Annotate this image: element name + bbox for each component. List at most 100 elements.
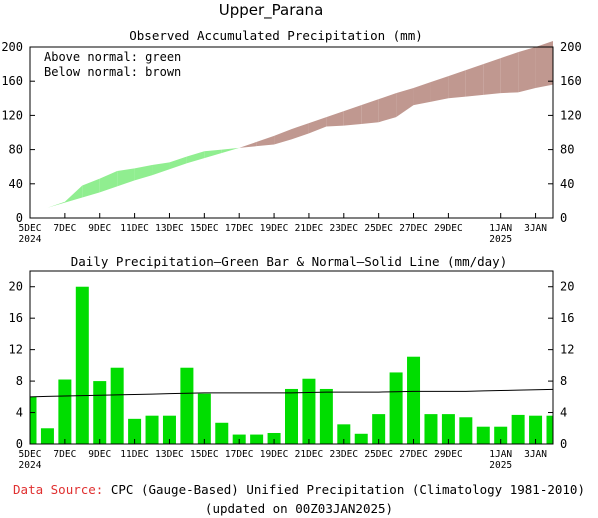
- updated-line: (updated on 00Z03JAN2025): [204, 501, 394, 516]
- y-tick-label-left: 160: [1, 74, 23, 88]
- x-tick-label: 11DEC: [120, 449, 149, 460]
- below-normal-area: [256, 135, 275, 147]
- x-tick-label: 27DEC: [399, 223, 428, 234]
- daily-precip-bar: [459, 417, 473, 444]
- above-normal-area: [99, 170, 118, 193]
- x-tick-label: 23DEC: [329, 449, 358, 460]
- y-tick-label-left: 0: [16, 437, 23, 451]
- daily-precip-bar: [494, 426, 508, 444]
- x-tick-year-label: 2024: [19, 234, 42, 245]
- y-tick-label-left: 4: [16, 406, 23, 420]
- x-tick-label: 25DEC: [364, 223, 393, 234]
- above-normal-area: [186, 151, 205, 164]
- below-normal-area: [343, 105, 362, 126]
- above-normal-area: [64, 185, 83, 203]
- y-tick-label-left: 80: [9, 143, 23, 157]
- daily-precip-bar: [197, 393, 211, 444]
- daily-plot-frame: [29, 270, 554, 445]
- daily-precip-bar: [424, 414, 438, 444]
- below-normal-area: [396, 88, 414, 118]
- above-normal-area: [152, 162, 170, 176]
- below-normal-area: [239, 141, 257, 148]
- daily-precip-bar: [511, 414, 525, 444]
- daily-precip-bar: [162, 415, 176, 444]
- below-normal-area: [308, 117, 327, 134]
- above-normal-area: [169, 156, 187, 170]
- daily-precip-bar: [441, 414, 455, 444]
- y-tick-label-left: 0: [16, 211, 23, 225]
- y-tick-label-left: 120: [1, 108, 23, 122]
- x-tick-label: 9DEC: [88, 223, 111, 234]
- daily-chart-title: Daily Precipitation—Green Bar & Normal—S…: [71, 254, 508, 269]
- below-normal-area: [518, 47, 536, 93]
- y-tick-label-right: 160: [560, 74, 582, 88]
- daily-precip-bar: [529, 415, 543, 444]
- daily-precip-bar: [110, 367, 124, 444]
- y-tick-label-left: 20: [9, 280, 23, 294]
- daily-precip-bar: [128, 418, 142, 444]
- above-normal-area: [82, 178, 100, 198]
- above-normal-area: [47, 201, 65, 208]
- below-normal-area: [500, 52, 519, 94]
- y-tick-label-left: 12: [9, 343, 23, 357]
- x-tick-label: 15DEC: [190, 449, 219, 460]
- below-normal-area: [465, 64, 484, 97]
- daily-precip-bar: [389, 372, 403, 444]
- x-tick-label: 1JAN: [489, 449, 512, 460]
- x-tick-label: 21DEC: [295, 449, 324, 460]
- daily-precip-bar: [180, 367, 194, 444]
- x-tick-label: 19DEC: [260, 449, 289, 460]
- daily-precip-bar: [267, 432, 281, 444]
- above-normal-area: [30, 207, 48, 213]
- x-tick-label: 1JAN: [489, 223, 512, 234]
- accum-plot-frame: [29, 46, 554, 219]
- normal-precip-line: [29, 388, 554, 398]
- x-tick-label: 9DEC: [88, 449, 111, 460]
- daily-precip-bar: [30, 396, 37, 444]
- daily-normal-line: [29, 388, 554, 398]
- y-tick-label-right: 120: [560, 108, 582, 122]
- below-normal-area: [291, 123, 309, 140]
- y-tick-label-right: 40: [560, 177, 574, 191]
- daily-precip-bar: [372, 414, 386, 444]
- above-normal-area: [221, 147, 240, 154]
- x-tick-label: 5DEC: [19, 223, 42, 234]
- y-tick-label-left: 16: [9, 311, 23, 325]
- accum-chart-title: Observed Accumulated Precipitation (mm): [129, 28, 423, 43]
- daily-precip-bar: [285, 388, 298, 444]
- x-tick-year-label: 2025: [489, 460, 512, 471]
- data-source-line: Data Source: CPC (Gauge-Based) Unified P…: [0, 482, 598, 497]
- legend-below-normal: Below normal: brown: [44, 65, 181, 79]
- above-normal-area: [204, 149, 222, 159]
- daily-precip-bar: [354, 433, 368, 444]
- daily-precip-bar: [319, 388, 333, 444]
- x-tick-year-label: 2025: [489, 234, 512, 245]
- y-tick-label-right: 8: [560, 374, 567, 388]
- y-tick-label-right: 16: [560, 311, 574, 325]
- y-tick-label-right: 80: [560, 143, 574, 157]
- below-normal-area: [361, 99, 379, 124]
- y-tick-label-right: 4: [560, 406, 567, 420]
- daily-precip-bar: [145, 415, 159, 444]
- y-tick-label-right: 0: [560, 437, 567, 451]
- x-tick-label: 27DEC: [399, 449, 428, 460]
- x-tick-label: 11DEC: [120, 223, 149, 234]
- x-tick-label: 7DEC: [53, 449, 76, 460]
- daily-precip-bar: [337, 424, 351, 444]
- accum-shaded-areas: [30, 41, 553, 213]
- x-tick-label: 13DEC: [155, 223, 184, 234]
- data-source-text: CPC (Gauge-Based) Unified Precipitation …: [103, 482, 585, 497]
- x-tick-label: 5DEC: [19, 449, 42, 460]
- above-normal-area: [117, 168, 135, 187]
- y-tick-label-right: 20: [560, 280, 574, 294]
- daily-precip-bar: [215, 422, 229, 444]
- x-tick-label: 29DEC: [434, 223, 463, 234]
- x-tick-label: 13DEC: [155, 449, 184, 460]
- below-normal-area: [448, 70, 466, 99]
- daily-precip-bar: [40, 428, 54, 444]
- x-tick-label: 3JAN: [524, 223, 547, 234]
- y-tick-label-left: 200: [1, 40, 23, 54]
- daily-precip-bar: [250, 434, 264, 444]
